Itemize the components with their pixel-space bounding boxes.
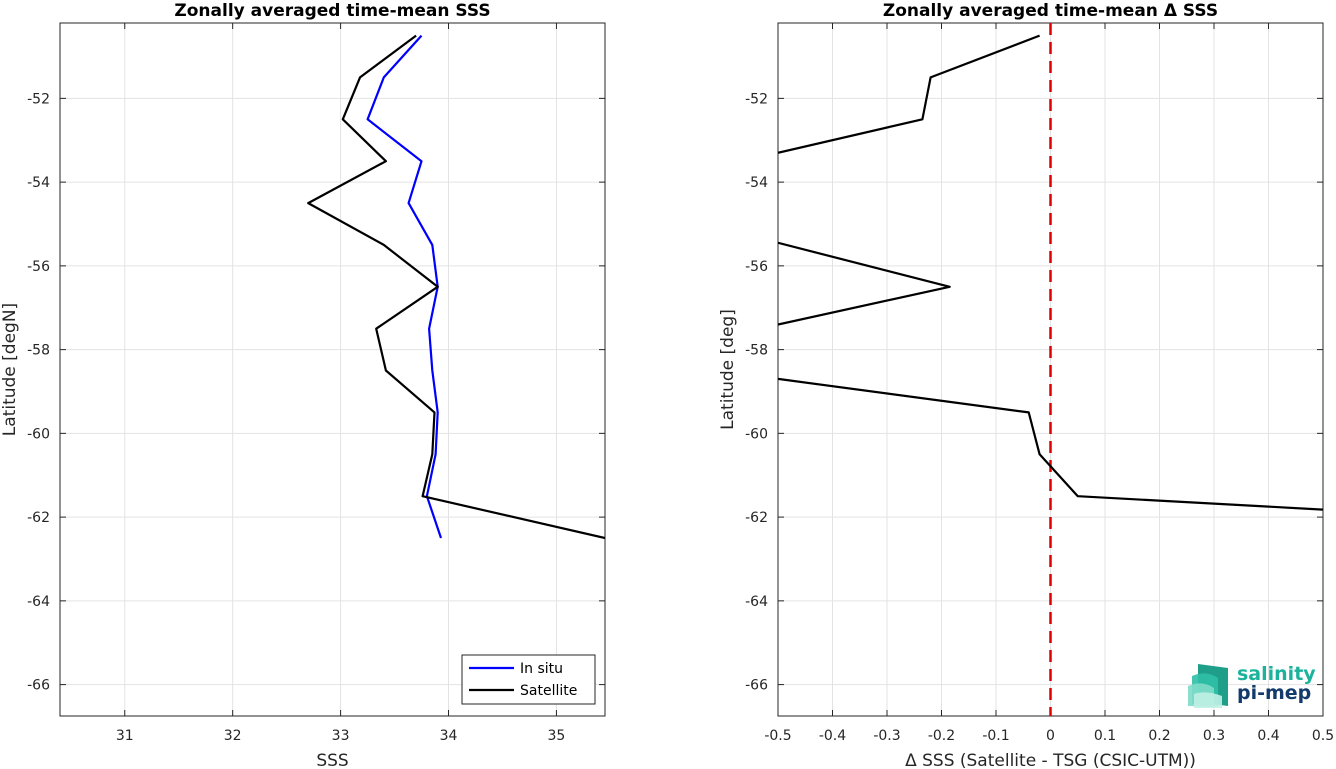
sss-x-axis-label: SSS [316, 751, 348, 769]
delta-sss-line [778, 241, 951, 326]
legend-box [461, 654, 596, 705]
legend: In situ Satellite [461, 654, 596, 705]
x-tick-label: -0.4 [819, 728, 846, 744]
logo-wave-icon [1188, 664, 1228, 708]
x-tick-label: 35 [548, 728, 566, 744]
delta-series [778, 34, 1323, 511]
x-tick-label: 32 [224, 728, 242, 744]
y-tick-label: -54 [27, 175, 50, 191]
series-line-satellite [307, 34, 605, 540]
y-tick-label: -60 [27, 426, 50, 442]
delta-y-axis-label: Latitude [deg] [718, 309, 738, 430]
legend-label-satellite: Satellite [520, 683, 577, 699]
x-tick-label: -0.3 [873, 728, 900, 744]
sss-axes-frame [59, 22, 606, 717]
delta-sss-line [778, 34, 1040, 154]
logo-text-salinity: salinity [1237, 663, 1316, 685]
x-tick-label: 0.4 [1257, 728, 1279, 744]
y-tick-label: -56 [27, 259, 50, 275]
y-tick-label: -54 [745, 175, 768, 191]
x-tick-label: -0.1 [982, 728, 1009, 744]
legend-label-in-situ: In situ [520, 661, 563, 677]
sss-panel: 31 32 33 34 35 -66 -64 -62 -60 -58 -56 -54 -52 Zonal… [0, 1, 606, 769]
y-tick-label: -56 [745, 259, 768, 275]
y-tick-label: -62 [745, 510, 768, 526]
y-tick-label: -62 [27, 510, 50, 526]
y-tick-label: -64 [745, 594, 768, 610]
delta-sss-panel: -0.5 -0.4 -0.3 -0.2 -0.1 0 0.1 0.2 0.3 0.4 0.5 -66 -… [718, 1, 1334, 769]
sss-chart-title: Zonally averaged time-mean SSS [174, 1, 490, 21]
y-tick-label: -64 [27, 594, 50, 610]
logo-text-pi-mep: pi-mep [1237, 682, 1311, 704]
sss-ticks: 31 32 33 34 35 -66 -64 -62 -60 -58 -56 -54 -52 [27, 23, 605, 744]
y-tick-label: -58 [745, 343, 768, 359]
y-tick-label: -52 [27, 91, 50, 107]
delta-x-axis-label: Δ SSS (Satellite - TSG (CSIC-UTM)) [905, 751, 1196, 769]
x-tick-label: 0.5 [1312, 728, 1334, 744]
salinity-pi-mep-logo: salinity pi-mep [1188, 663, 1316, 708]
x-tick-label: 31 [116, 728, 134, 744]
x-tick-label: -0.5 [764, 728, 791, 744]
x-tick-label: 0.3 [1203, 728, 1225, 744]
x-tick-label: 34 [440, 728, 458, 744]
x-tick-label: 0 [1046, 728, 1055, 744]
x-tick-label: 0.1 [1094, 728, 1116, 744]
sss-grid [60, 23, 605, 716]
x-tick-label: -0.2 [928, 728, 955, 744]
y-tick-label: -52 [745, 91, 768, 107]
y-tick-label: -58 [27, 343, 50, 359]
delta-chart-title: Zonally averaged time-mean Δ SSS [883, 1, 1218, 21]
y-tick-label: -60 [745, 426, 768, 442]
delta-sss-line [778, 377, 1323, 511]
sss-y-axis-label: Latitude [degN] [0, 303, 20, 436]
delta-ticks: -0.5 -0.4 -0.3 -0.2 -0.1 0 0.1 0.2 0.3 0.4 0.5 -66 -… [745, 23, 1334, 744]
x-tick-label: 0.2 [1148, 728, 1170, 744]
y-tick-label: -66 [745, 678, 768, 694]
y-tick-label: -66 [27, 678, 50, 694]
sss-series [307, 34, 605, 540]
x-tick-label: 33 [332, 728, 350, 744]
